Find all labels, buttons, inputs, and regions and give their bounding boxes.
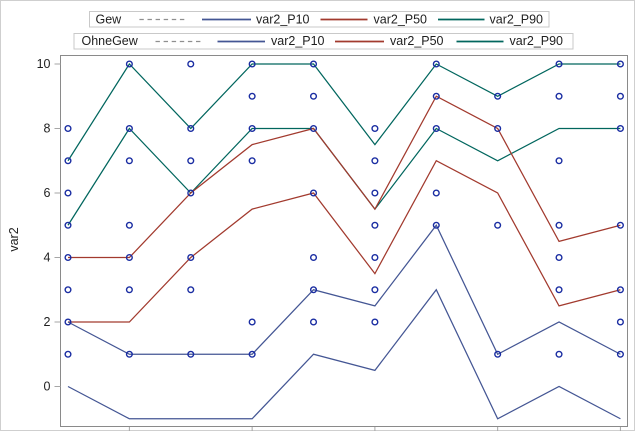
svg-text:8: 8 bbox=[44, 122, 51, 136]
svg-text:2: 2 bbox=[44, 315, 51, 329]
svg-text:var2_P50: var2_P50 bbox=[374, 13, 428, 27]
svg-text:var2_P10: var2_P10 bbox=[256, 13, 310, 27]
svg-text:var2_P90: var2_P90 bbox=[490, 13, 544, 27]
svg-text:var2_P90: var2_P90 bbox=[510, 34, 564, 48]
svg-text:OhneGew: OhneGew bbox=[82, 34, 139, 48]
svg-text:6: 6 bbox=[44, 186, 51, 200]
svg-text:10: 10 bbox=[37, 57, 51, 71]
svg-text:4: 4 bbox=[44, 251, 51, 265]
svg-text:var2_P50: var2_P50 bbox=[390, 34, 444, 48]
svg-text:0: 0 bbox=[44, 380, 51, 394]
svg-text:var2_P10: var2_P10 bbox=[271, 34, 325, 48]
svg-text:Gew: Gew bbox=[96, 13, 123, 27]
svg-text:var2: var2 bbox=[7, 227, 21, 251]
